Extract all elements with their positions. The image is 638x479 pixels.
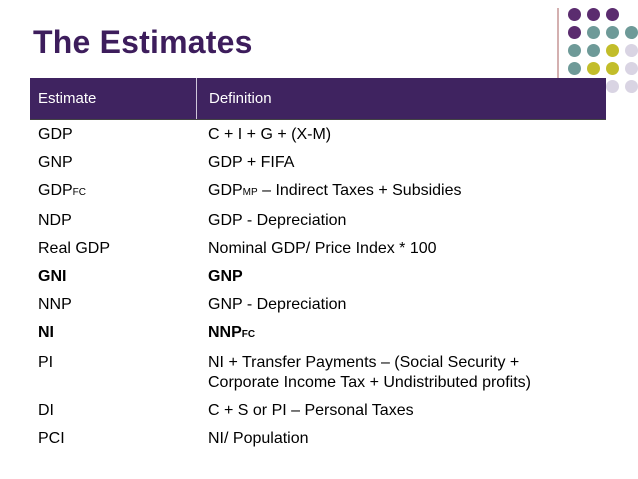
table-row: GNP GDP + FIFA	[30, 149, 606, 177]
definition-cell: NI + Transfer Payments – (Social Securit…	[208, 354, 531, 391]
definition-cell: GNP - Depreciation	[208, 296, 347, 313]
definition-prefix: GDP	[208, 182, 243, 199]
estimate-cell: NI	[38, 324, 54, 341]
table-row: GNI GNP	[30, 263, 606, 291]
table-row: NI NNPFC	[30, 319, 606, 349]
decor-dot	[606, 80, 619, 93]
table-row: DI C + S or PI – Personal Taxes	[30, 397, 606, 425]
decor-dot	[587, 26, 600, 39]
definition-subscript: FC	[241, 329, 256, 340]
estimate-cell: GNI	[38, 268, 67, 285]
decorative-vertical-line	[557, 8, 559, 92]
estimate-cell: DI	[38, 402, 54, 419]
decor-dot	[587, 62, 600, 75]
decor-dot	[606, 8, 619, 21]
table-row: GDPFC GDPMP – Indirect Taxes + Subsidies	[30, 177, 606, 207]
decor-dot	[587, 8, 600, 21]
table-row: Real GDP Nominal GDP/ Price Index * 100	[30, 235, 606, 263]
definition-cell: C + S or PI – Personal Taxes	[208, 402, 414, 419]
decor-dot	[606, 26, 619, 39]
estimate-cell: NDP	[38, 212, 72, 229]
table-row: PI NI + Transfer Payments – (Social Secu…	[30, 349, 606, 397]
estimate-cell: PI	[38, 354, 54, 371]
definition-subscript: MP	[242, 187, 258, 198]
definition-prefix: NNP	[208, 324, 242, 341]
estimate-cell: GDP	[38, 126, 73, 143]
decor-dot	[568, 44, 581, 57]
estimate-text: GDP	[38, 182, 73, 199]
header-definition: Definition	[196, 78, 606, 119]
decor-dot	[606, 44, 619, 57]
decor-dot	[625, 26, 638, 39]
definition-text: – Indirect Taxes + Subsidies	[257, 182, 462, 199]
estimate-cell: Real GDP	[38, 240, 111, 257]
table-row: PCI NI/ Population	[30, 425, 606, 453]
estimate-subscript: FC	[72, 187, 87, 198]
decor-dot	[568, 26, 581, 39]
header-divider	[30, 119, 606, 120]
estimate-cell: GNP	[38, 154, 73, 171]
decor-dot	[625, 80, 638, 93]
header-estimate: Estimate	[38, 90, 97, 107]
slide-title: The Estimates	[33, 24, 253, 60]
estimate-cell: GDPFC	[30, 177, 196, 207]
definition-cell: NNPFC	[196, 319, 606, 349]
decor-dot	[568, 8, 581, 21]
estimate-cell: PCI	[38, 430, 65, 447]
decor-dot	[606, 62, 619, 75]
table-row: GDP C + I + G + (X-M)	[30, 121, 606, 149]
decor-dot	[625, 44, 638, 57]
table-row: NDP GDP - Depreciation	[30, 207, 606, 235]
estimate-cell: NNP	[38, 296, 72, 313]
table-row: NNP GNP - Depreciation	[30, 291, 606, 319]
estimates-table: Estimate Definition GDP C + I + G + (X-M…	[30, 78, 606, 453]
definition-cell: NI/ Population	[208, 430, 309, 447]
decor-dot	[625, 62, 638, 75]
definition-cell: GDPMP – Indirect Taxes + Subsidies	[196, 177, 606, 207]
definition-cell: GNP	[208, 268, 243, 285]
decor-dot	[587, 44, 600, 57]
definition-cell: Nominal GDP/ Price Index * 100	[208, 240, 437, 257]
table-header: Estimate Definition	[30, 78, 606, 119]
decor-dot	[568, 62, 581, 75]
definition-cell: C + I + G + (X-M)	[208, 126, 332, 143]
definition-cell: GDP - Depreciation	[208, 212, 347, 229]
definition-cell: GDP + FIFA	[208, 154, 295, 171]
